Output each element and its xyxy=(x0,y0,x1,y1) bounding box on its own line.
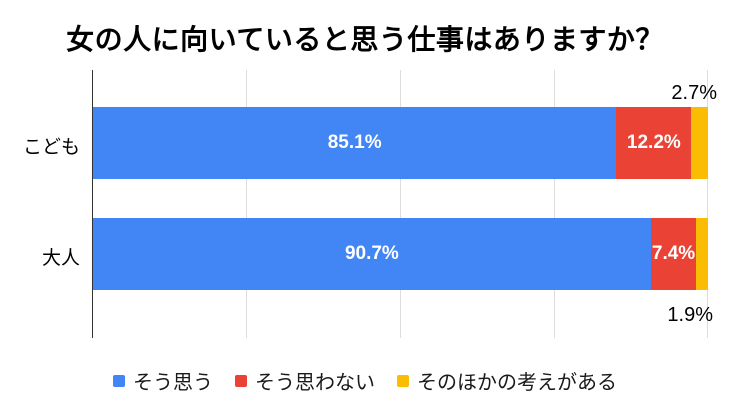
legend-item-other: そのほかの考えがある xyxy=(397,366,617,395)
chart-title: 女の人に向いていると思う仕事はありますか？ xyxy=(66,24,664,55)
bar-kodomo-other-segment xyxy=(691,107,708,179)
gridline-25 xyxy=(246,70,247,338)
legend-item-disagree: そう思わない xyxy=(235,366,375,395)
bar-kodomo-disagree-label: 12.2% xyxy=(626,132,681,153)
legend-item-agree: そう思う xyxy=(113,366,213,395)
bar-kodomo-disagree-segment: 12.2% xyxy=(616,107,692,179)
legend-swatch-agree-icon xyxy=(113,374,125,387)
bar-kodomo-agree-segment: 85.1% xyxy=(93,107,617,179)
gridline-100 xyxy=(707,70,708,338)
legend-swatch-other-icon xyxy=(397,374,409,387)
plot-area: 85.1% 12.2% 90.7% 7.4% xyxy=(92,70,708,338)
gridline-75 xyxy=(554,70,555,338)
legend: そう思う そう思わない そのほかの考えがある xyxy=(0,366,730,395)
category-label-otona: 大人 xyxy=(41,248,80,269)
bar-kodomo: 85.1% 12.2% xyxy=(93,107,708,179)
legend-label-agree: そう思う xyxy=(133,372,213,394)
bar-kodomo-other-label: 2.7% xyxy=(671,82,717,104)
legend-swatch-disagree-icon xyxy=(235,374,247,387)
bar-otona-disagree-segment: 7.4% xyxy=(650,218,697,290)
category-label-kodomo: こども xyxy=(22,137,80,158)
y-axis-line xyxy=(92,70,93,338)
bar-otona: 90.7% 7.4% xyxy=(93,218,708,290)
bar-otona-agree-label: 90.7% xyxy=(344,243,399,264)
bar-otona-other-segment xyxy=(696,218,708,290)
bar-otona-disagree-label: 7.4% xyxy=(651,243,696,264)
legend-label-disagree: そう思わない xyxy=(255,372,375,394)
bar-kodomo-agree-label: 85.1% xyxy=(327,132,382,153)
bar-otona-agree-segment: 90.7% xyxy=(93,218,651,290)
legend-label-other: そのほかの考えがある xyxy=(417,372,617,394)
gridline-50 xyxy=(400,70,401,338)
bar-otona-other-label: 1.9% xyxy=(667,304,713,326)
